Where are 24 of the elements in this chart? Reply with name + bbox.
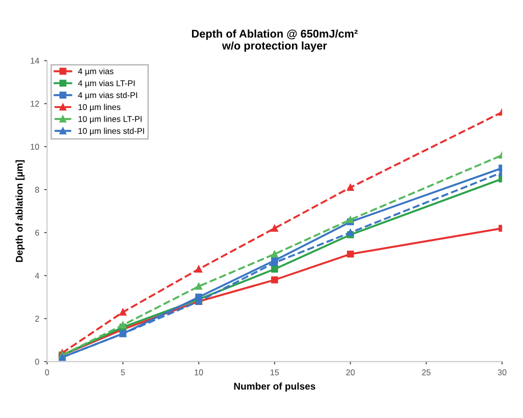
legend-label: 10 µm lines std-PI — [78, 128, 144, 136]
y-axis-title: Depth of ablation [µm] — [16, 160, 25, 262]
legend-label: 4 µm vias — [78, 68, 114, 76]
y-tick-label: 6 — [35, 230, 40, 236]
x-axis-title: Number of pulses — [234, 382, 316, 392]
y-tick-label: 0 — [35, 358, 40, 365]
x-tick-label: 30 — [498, 369, 506, 376]
legend-label: 10 µm lines LT-PI — [78, 116, 142, 124]
x-tick-label: 20 — [346, 369, 355, 376]
legend-label: 4 µm vias LT-PI — [78, 80, 135, 88]
y-tick-label: 14 — [30, 58, 40, 64]
y-tick-label: 4 — [34, 272, 40, 279]
chart-title: Depth of Ablation @ 650mJ/cm² w/o protection layer — [192, 29, 358, 52]
x-tick-label: 25 — [422, 369, 431, 376]
x-tick-label: 0 — [45, 369, 50, 376]
legend-label: 4 µm vias std-PI — [78, 92, 138, 100]
x-tick-label: 5 — [120, 370, 125, 376]
legend-label: 10 µm lines — [78, 104, 120, 112]
x-tick-label: 15 — [270, 370, 279, 376]
x-tick-label: 10 — [194, 369, 204, 376]
y-tick-label: 12 — [30, 100, 40, 107]
y-tick-label: 2 — [35, 316, 40, 322]
y-tick-label: 10 — [30, 144, 40, 150]
y-tick-label: 8 — [35, 186, 40, 193]
